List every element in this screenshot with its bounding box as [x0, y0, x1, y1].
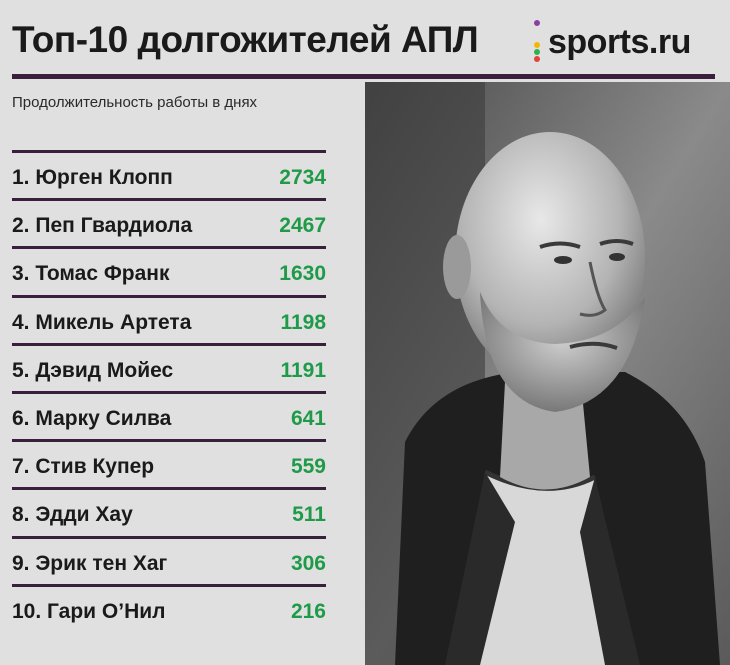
coach-name: 6. Марку Силва	[12, 406, 172, 430]
row-divider	[12, 246, 326, 250]
days-value: 2734	[279, 166, 326, 189]
row-divider	[12, 198, 326, 202]
ranking-row: 4. Микель Артета 1198	[12, 294, 326, 343]
page-title: Топ-10 долгожителей АПЛ	[12, 19, 479, 60]
subtitle: Продолжительность работы в днях	[12, 94, 258, 111]
row-divider	[12, 342, 326, 346]
ranking-row: 3. Томас Франк 1630	[12, 246, 326, 294]
row-divider	[12, 439, 326, 443]
days-value: 1630	[279, 262, 326, 286]
row-divider	[12, 150, 326, 153]
ranking-row: 10. Гари О’Нил 216	[12, 583, 326, 632]
days-value: 559	[290, 455, 326, 479]
logo-dots-icon	[532, 20, 542, 64]
days-value: 511	[292, 503, 326, 527]
coach-name: 1. Юрген Клопп	[12, 166, 173, 189]
days-value: 641	[290, 406, 326, 430]
row-divider	[12, 583, 326, 587]
coach-name: 8. Эдди Хау	[12, 503, 133, 527]
days-value: 2467	[279, 214, 326, 238]
ranking-row: 8. Эдди Хау 511	[12, 487, 326, 535]
coach-name: 2. Пеп Гвардиола	[12, 214, 193, 238]
coach-name: 5. Дэвид Мойес	[12, 358, 174, 382]
days-value: 1191	[280, 358, 326, 382]
days-value: 306	[290, 551, 326, 575]
days-value: 1198	[280, 310, 326, 334]
ranking-row: 9. Эрик тен Хаг 306	[12, 535, 326, 584]
coach-name: 3. Томас Франк	[12, 262, 170, 286]
coach-name: 9. Эрик тен Хаг	[12, 551, 168, 575]
days-value: 216	[290, 599, 326, 623]
ranking-row: 7. Стив Купер 559	[12, 439, 326, 487]
coach-name: 10. Гари О’Нил	[12, 599, 166, 623]
header-divider	[12, 74, 715, 79]
coach-portrait-photo	[365, 82, 730, 665]
row-divider	[12, 535, 326, 539]
row-divider	[12, 487, 326, 491]
row-divider	[12, 390, 326, 394]
ranking-row: 5. Дэвид Мойес 1191	[12, 342, 326, 391]
ranking-row: 1. Юрген Клопп 2734	[12, 150, 326, 198]
row-divider	[12, 294, 326, 298]
ranking-list: 1. Юрген Клопп 2734 2. Пеп Гвардиола 2467 3.…	[12, 150, 326, 632]
coach-name: 4. Микель Артета	[12, 310, 192, 334]
sports-ru-logo: sports.ru	[532, 20, 691, 64]
ranking-row: 6. Марку Силва 641	[12, 390, 326, 439]
logo-text: sports.ru	[548, 22, 691, 61]
ranking-row: 2. Пеп Гвардиола 2467	[12, 198, 326, 246]
coach-name: 7. Стив Купер	[12, 455, 155, 479]
